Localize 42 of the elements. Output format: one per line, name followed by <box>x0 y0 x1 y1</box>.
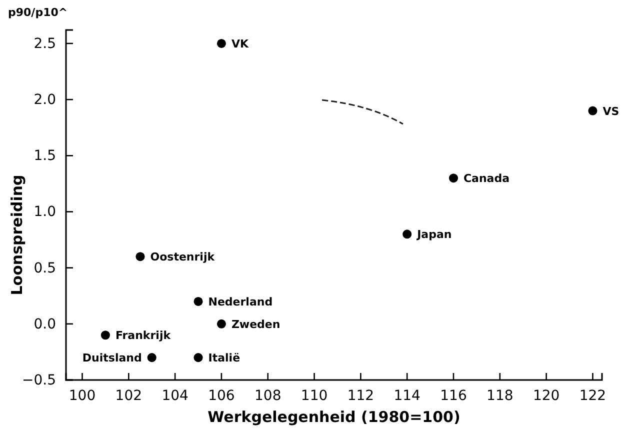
series-label: Nederland <box>208 295 273 308</box>
point <box>147 353 156 362</box>
point <box>136 252 145 262</box>
series-label: Japan <box>416 228 452 242</box>
point <box>216 319 226 328</box>
x-tick-label: 104 <box>162 388 189 404</box>
point <box>448 174 458 183</box>
y-axis-title: Loonspreiding <box>8 174 26 296</box>
series-label: Italië <box>208 352 240 365</box>
y-tick-label: 0.5 <box>34 260 56 276</box>
x-tick-label: 110 <box>300 388 328 404</box>
series-label: Duitsland <box>82 352 142 365</box>
x-tick-label: 118 <box>486 388 514 404</box>
series-label: Zweden <box>231 318 280 331</box>
point <box>194 353 203 362</box>
point <box>588 106 598 116</box>
point <box>100 330 110 340</box>
series-label: Oostenrijk <box>150 250 216 264</box>
point <box>216 38 226 48</box>
x-tick-label: 102 <box>115 388 142 404</box>
x-tick-label: 116 <box>440 388 467 404</box>
x-tick-label: 120 <box>532 388 560 404</box>
series-label: VK <box>231 37 249 50</box>
x-tick-label: 100 <box>68 388 96 404</box>
x-tick-label: 122 <box>579 388 606 404</box>
series-label: Canada <box>464 172 510 186</box>
y-tick-label: 2.0 <box>34 92 56 108</box>
x-tick-label: 108 <box>254 388 282 404</box>
y-tick-label: 1.5 <box>34 148 56 164</box>
point <box>194 296 203 306</box>
y-tick-label: 1.0 <box>34 204 56 220</box>
y-tick-label: 2.5 <box>34 36 56 52</box>
point <box>402 230 412 239</box>
series-label: VS <box>602 104 620 118</box>
x-tick-label: 106 <box>208 388 235 404</box>
x-axis-title: Werkgelegenheid (1980=100) <box>208 408 460 426</box>
y-tick-label: −0.5 <box>22 372 56 388</box>
series-label: Frankrijk <box>115 329 172 342</box>
y-tick-label: 0.0 <box>34 316 56 332</box>
text: p90/p10^ <box>8 6 68 19</box>
x-tick-label: 114 <box>394 388 421 404</box>
x-tick-label: 112 <box>347 388 374 404</box>
